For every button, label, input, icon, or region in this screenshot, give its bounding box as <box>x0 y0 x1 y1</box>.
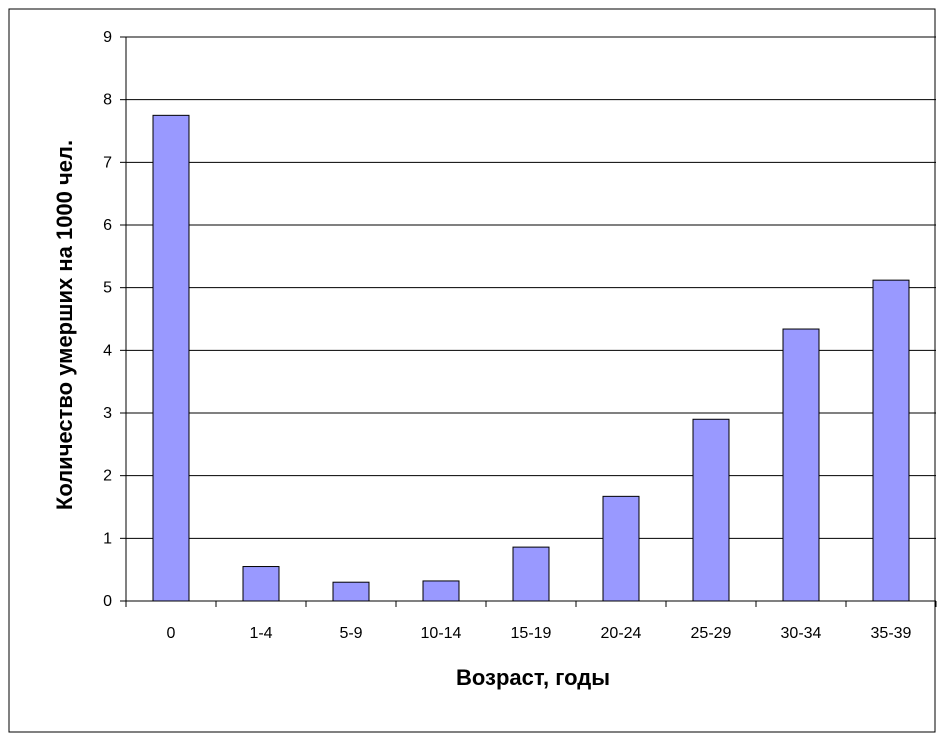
y-tick-label: 3 <box>103 405 112 422</box>
y-tick-label: 0 <box>103 593 112 610</box>
x-tick-label: 10-14 <box>421 625 462 642</box>
y-tick-label: 8 <box>103 92 112 109</box>
x-tick-label: 20-24 <box>601 625 642 642</box>
bar-30-34 <box>782 328 820 602</box>
bar-0 <box>152 114 190 602</box>
y-tick-label: 2 <box>103 468 112 485</box>
x-tick-label: 15-19 <box>511 625 552 642</box>
bar-25-29 <box>692 418 730 602</box>
x-tick-label: 35-39 <box>871 625 912 642</box>
bar-35-39 <box>872 279 910 602</box>
x-tick-label: 5-9 <box>339 625 362 642</box>
bar-1-4 <box>242 566 280 602</box>
axes <box>120 36 937 607</box>
y-tick-label: 7 <box>103 154 112 171</box>
bar-5-9 <box>332 581 370 602</box>
x-tick-label: 30-34 <box>781 625 822 642</box>
x-axis-title: Возраст, годы <box>456 665 610 690</box>
bar-20-24 <box>602 495 640 602</box>
y-tick-label: 4 <box>103 342 112 359</box>
y-tick-label: 6 <box>103 217 112 234</box>
y-tick-label: 1 <box>103 530 112 547</box>
x-tick-labels: 0 1-4 5-9 10-14 15-19 20-24 25-29 30-34 35-39 <box>167 625 912 642</box>
x-tick-label: 25-29 <box>691 625 732 642</box>
x-tick-label: 0 <box>167 625 176 642</box>
bar-10-14 <box>422 580 460 602</box>
y-axis-title: Количество умерших на 1000 чел. <box>52 140 77 510</box>
y-tick-label: 9 <box>103 29 112 46</box>
bar-15-19 <box>512 546 550 602</box>
y-tick-labels: 0 1 2 3 4 5 6 7 8 9 <box>103 29 112 610</box>
y-tick-label: 5 <box>103 280 112 297</box>
bars <box>152 114 910 602</box>
x-tick-label: 1-4 <box>249 625 272 642</box>
